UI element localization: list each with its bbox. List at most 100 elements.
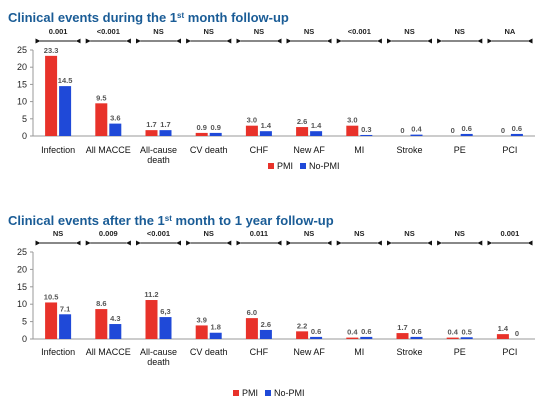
category-label: PCI xyxy=(502,347,517,357)
p-value-label: 0.009 xyxy=(99,229,118,238)
bar-no-pmi xyxy=(59,86,72,136)
bar-pmi xyxy=(195,132,208,136)
chart-title-main: Clinical events during the 1 xyxy=(8,10,177,25)
chart-panel-1: Clinical events during the 1st month fol… xyxy=(8,10,535,171)
bar-no-pmi xyxy=(310,131,323,136)
category-label: Infection xyxy=(41,145,75,155)
data-label: 0 xyxy=(400,126,404,135)
data-label: 1.7 xyxy=(146,120,156,129)
data-label: 1.8 xyxy=(210,323,220,332)
legend-swatch xyxy=(265,390,271,396)
data-label: 6,3 xyxy=(160,307,170,316)
p-value-label: NS xyxy=(203,27,213,36)
legend-label: No-PMI xyxy=(274,388,305,398)
bar-no-pmi xyxy=(410,336,423,339)
y-tick-label: 0 xyxy=(22,131,27,141)
p-value-label: NS xyxy=(404,229,414,238)
data-label: 0.6 xyxy=(461,124,471,133)
legend-swatch xyxy=(300,163,306,169)
bar-pmi xyxy=(45,302,58,339)
p-value-label: <0.001 xyxy=(97,27,120,36)
bar-no-pmi xyxy=(510,133,523,136)
p-value-label: NS xyxy=(304,229,314,238)
bar-pmi xyxy=(145,130,158,136)
category-label: All-cause xyxy=(140,347,177,357)
data-label: 3.0 xyxy=(347,116,357,125)
bar-no-pmi xyxy=(59,314,72,339)
p-value-label: 0.001 xyxy=(501,229,520,238)
bar-pmi xyxy=(496,334,509,339)
legend-label: No-PMI xyxy=(309,161,340,171)
data-label: 0 xyxy=(451,126,455,135)
data-label: 6.0 xyxy=(247,308,257,317)
category-label: PE xyxy=(454,347,466,357)
data-label: 0.6 xyxy=(512,124,522,133)
category-label: PCI xyxy=(502,145,517,155)
data-label: 1.7 xyxy=(160,120,170,129)
y-tick-label: 0 xyxy=(22,334,27,344)
category-label: New AF xyxy=(293,347,325,357)
bar-pmi xyxy=(145,300,158,339)
y-tick-label: 15 xyxy=(17,79,27,89)
bar-pmi xyxy=(95,103,108,136)
y-tick-label: 20 xyxy=(17,264,27,274)
p-value-label: NS xyxy=(454,27,464,36)
bar-no-pmi xyxy=(410,134,423,136)
data-label: 0.6 xyxy=(361,327,371,336)
data-label: 14.5 xyxy=(58,76,73,85)
bar-no-pmi xyxy=(159,317,172,339)
p-value-label: NS xyxy=(254,27,264,36)
p-value-label: NA xyxy=(504,27,515,36)
data-label: 1.7 xyxy=(397,323,407,332)
bar-no-pmi xyxy=(159,130,172,136)
data-label: 0.4 xyxy=(347,328,358,337)
bar-no-pmi xyxy=(109,324,122,339)
p-value-label: 0.001 xyxy=(49,27,68,36)
chart-panel-2: Clinical events after the 1st month to 1… xyxy=(8,213,535,398)
data-label: 0.5 xyxy=(461,327,471,336)
y-tick-label: 10 xyxy=(17,299,27,309)
bar-pmi xyxy=(245,125,258,136)
p-value-label: NS xyxy=(454,229,464,238)
category-label: death xyxy=(147,155,170,165)
bar-pmi xyxy=(296,127,309,136)
data-label: 3.0 xyxy=(247,116,257,125)
data-label: 0.9 xyxy=(196,123,206,132)
data-label: 1.4 xyxy=(261,121,272,130)
y-tick-label: 10 xyxy=(17,97,27,107)
category-label: All MACCE xyxy=(86,145,131,155)
bar-pmi xyxy=(346,337,359,339)
bar-no-pmi xyxy=(310,336,323,339)
legend-swatch xyxy=(268,163,274,169)
legend-swatch xyxy=(233,390,239,396)
data-label: 0.6 xyxy=(411,327,421,336)
bar-pmi xyxy=(245,318,258,339)
bar-no-pmi xyxy=(109,123,122,136)
y-tick-label: 20 xyxy=(17,62,27,72)
bar-no-pmi xyxy=(259,329,272,339)
chart-title-superscript: st xyxy=(165,214,172,223)
bar-no-pmi xyxy=(360,336,373,339)
bar-pmi xyxy=(195,325,208,339)
chart-title-superscript: st xyxy=(177,11,184,20)
data-label: 1.4 xyxy=(311,121,322,130)
data-label: 2.6 xyxy=(261,320,271,329)
category-label: MI xyxy=(354,145,364,155)
bar-pmi xyxy=(296,331,309,339)
legend-label: PMI xyxy=(277,161,293,171)
data-label: 3.9 xyxy=(196,315,206,324)
chart-title-tail: month follow-up xyxy=(184,10,289,25)
data-label: 0.4 xyxy=(411,125,422,134)
data-label: 0.3 xyxy=(361,125,371,134)
legend-label: PMI xyxy=(242,388,258,398)
data-label: 2.6 xyxy=(297,117,307,126)
data-label: 0.6 xyxy=(311,327,321,336)
data-label: 4.3 xyxy=(110,314,120,323)
category-label: All MACCE xyxy=(86,347,131,357)
bar-pmi xyxy=(95,309,108,339)
data-label: 0.4 xyxy=(447,328,458,337)
p-value-label: <0.001 xyxy=(147,229,170,238)
bar-pmi xyxy=(346,125,359,136)
data-label: 8.6 xyxy=(96,299,106,308)
